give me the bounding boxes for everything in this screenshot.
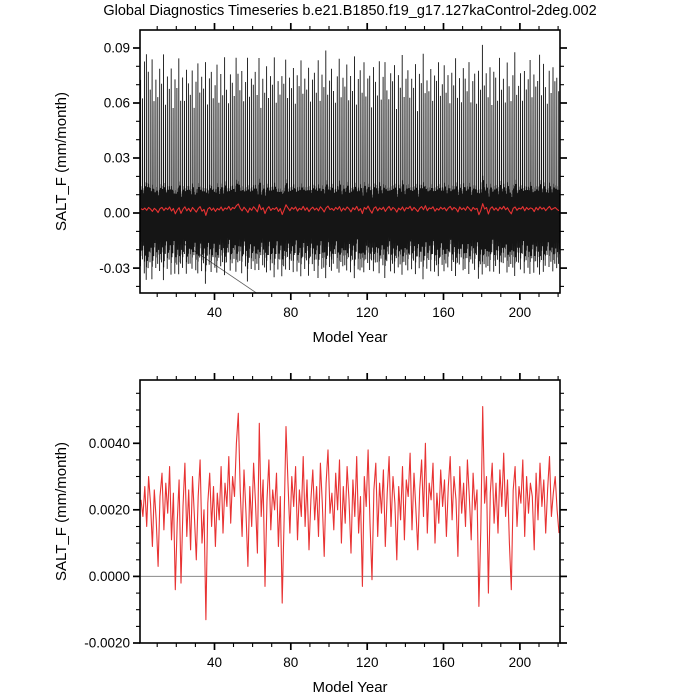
annual-mean-salt-flux-plot: 40 80 120 160 200 -0.0020 0.0000 0.0020 0.0040 Mo… [53,373,567,696]
x-tick-label: 120 [356,305,379,320]
axis-ticks [133,23,567,300]
x-axis-label: Model Year [312,329,387,346]
y-tick-label: 0.0000 [89,569,130,584]
x-tick-label: 80 [283,655,298,670]
annual-mean-salt-flux-line [140,406,560,621]
y-tick-label: 0.0020 [89,503,130,518]
axis-ticks [133,373,567,650]
x-axis-label: Model Year [312,679,387,696]
x-tick-label: 120 [356,655,379,670]
x-tick-label: 40 [207,305,222,320]
axis-box [139,29,561,294]
x-tick-label: 160 [432,655,455,670]
x-tick-label: 200 [509,655,532,670]
monthly-salt-flux-plot: 40 80 120 160 200 -0.03 0.00 0.03 0.06 0.09 Model … [53,23,567,346]
y-tick-label: -0.03 [99,261,130,276]
annual-mean-salt-flux-line [140,203,560,216]
x-tick-label: 80 [283,305,298,320]
axis-box [139,379,561,644]
x-tick-label: 40 [207,655,222,670]
y-tick-label: -0.0020 [84,636,130,651]
x-tick-label: 160 [432,305,455,320]
y-axis-label: SALT_F (mm/month) [53,442,70,581]
y-tick-label: 0.09 [104,41,130,56]
y-axis-label: SALT_F (mm/month) [53,92,70,231]
monthly-salt-flux-line [139,44,561,284]
y-tick-label: 0.06 [104,96,130,111]
x-tick-label: 200 [509,305,532,320]
y-tick-label: 0.00 [104,206,130,221]
y-tick-label: 0.0040 [89,436,130,451]
figure-title: Global Diagnostics Timeseries b.e21.B185… [103,3,597,19]
y-tick-label: 0.03 [104,151,130,166]
